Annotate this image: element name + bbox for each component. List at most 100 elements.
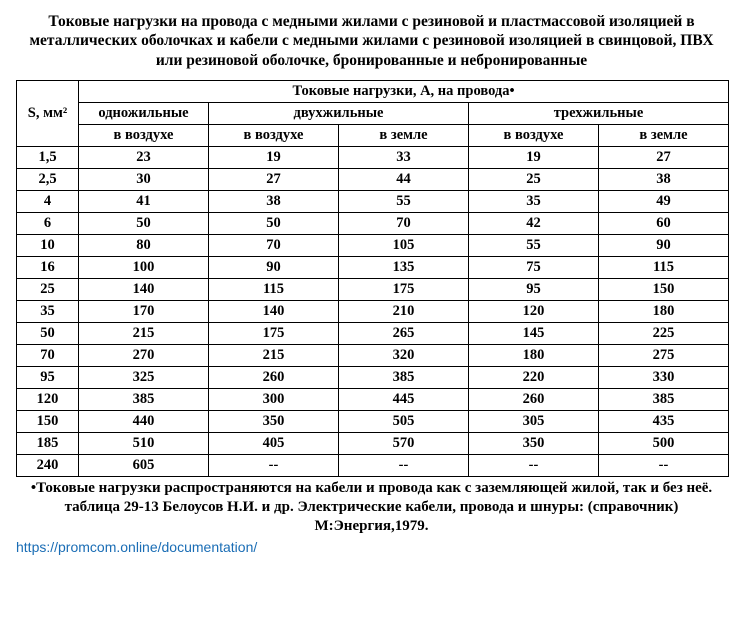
cell-b: 260	[209, 367, 339, 389]
cell-s: 35	[17, 301, 79, 323]
page-title: Токовые нагрузки на провода с медными жи…	[16, 12, 727, 70]
cell-d: 75	[469, 257, 599, 279]
th-single-core: одножильные	[79, 103, 209, 125]
cell-e: 60	[599, 213, 729, 235]
cell-d: 145	[469, 323, 599, 345]
cell-c: 320	[339, 345, 469, 367]
cell-a: 41	[79, 191, 209, 213]
table-row: 120385300445260385	[17, 389, 729, 411]
cell-c: 55	[339, 191, 469, 213]
cell-c: 505	[339, 411, 469, 433]
cell-c: 570	[339, 433, 469, 455]
th-three-air: в воздухе	[469, 125, 599, 147]
cell-e: 180	[599, 301, 729, 323]
cell-b: 27	[209, 169, 339, 191]
table-row: 35170140210120180	[17, 301, 729, 323]
cell-a: 30	[79, 169, 209, 191]
cell-a: 270	[79, 345, 209, 367]
cell-c: 70	[339, 213, 469, 235]
cell-s: 25	[17, 279, 79, 301]
cell-e: --	[599, 455, 729, 477]
cell-b: 115	[209, 279, 339, 301]
cell-s: 120	[17, 389, 79, 411]
th-two-ground: в земле	[339, 125, 469, 147]
cell-e: 435	[599, 411, 729, 433]
cell-d: 35	[469, 191, 599, 213]
cell-c: 210	[339, 301, 469, 323]
cell-a: 510	[79, 433, 209, 455]
th-three-core: трехжильные	[469, 103, 729, 125]
cell-s: 150	[17, 411, 79, 433]
table-row: 44138553549	[17, 191, 729, 213]
th-section: S, мм²	[17, 81, 79, 147]
table-row: 65050704260	[17, 213, 729, 235]
cell-s: 4	[17, 191, 79, 213]
cell-d: 95	[469, 279, 599, 301]
cell-c: 44	[339, 169, 469, 191]
current-load-table: S, мм² Токовые нагрузки, А, на провода• …	[16, 80, 729, 477]
table-row: 1080701055590	[17, 235, 729, 257]
cell-d: 19	[469, 147, 599, 169]
cell-e: 90	[599, 235, 729, 257]
table-row: 95325260385220330	[17, 367, 729, 389]
cell-s: 1,5	[17, 147, 79, 169]
cell-e: 330	[599, 367, 729, 389]
cell-e: 225	[599, 323, 729, 345]
cell-s: 2,5	[17, 169, 79, 191]
cell-s: 95	[17, 367, 79, 389]
cell-d: 260	[469, 389, 599, 411]
th-two-core: двухжильные	[209, 103, 469, 125]
cell-b: 350	[209, 411, 339, 433]
table-row: 150440350505305435	[17, 411, 729, 433]
cell-e: 385	[599, 389, 729, 411]
cell-e: 150	[599, 279, 729, 301]
cell-d: 180	[469, 345, 599, 367]
cell-b: 300	[209, 389, 339, 411]
cell-c: 265	[339, 323, 469, 345]
cell-a: 23	[79, 147, 209, 169]
footnote: •Токовые нагрузки распространяются на ка…	[16, 479, 727, 498]
cell-b: 215	[209, 345, 339, 367]
table-row: 2,53027442538	[17, 169, 729, 191]
cell-s: 16	[17, 257, 79, 279]
cell-c: --	[339, 455, 469, 477]
cell-a: 80	[79, 235, 209, 257]
cell-a: 605	[79, 455, 209, 477]
cell-e: 500	[599, 433, 729, 455]
source-citation: таблица 29-13 Белоусов Н.И. и др. Электр…	[16, 498, 727, 536]
table-row: 2514011517595150	[17, 279, 729, 301]
cell-c: 135	[339, 257, 469, 279]
cell-b: 175	[209, 323, 339, 345]
cell-d: --	[469, 455, 599, 477]
table-row: 161009013575115	[17, 257, 729, 279]
cell-b: 19	[209, 147, 339, 169]
table-row: 1,52319331927	[17, 147, 729, 169]
table-row: 185510405570350500	[17, 433, 729, 455]
cell-s: 10	[17, 235, 79, 257]
cell-e: 27	[599, 147, 729, 169]
cell-e: 38	[599, 169, 729, 191]
cell-c: 385	[339, 367, 469, 389]
cell-s: 185	[17, 433, 79, 455]
cell-a: 215	[79, 323, 209, 345]
table-row: 70270215320180275	[17, 345, 729, 367]
th-two-air: в воздухе	[209, 125, 339, 147]
cell-a: 140	[79, 279, 209, 301]
th-three-ground: в земле	[599, 125, 729, 147]
cell-d: 25	[469, 169, 599, 191]
cell-b: 70	[209, 235, 339, 257]
source-link[interactable]: https://promcom.online/documentation/	[16, 539, 727, 555]
cell-a: 100	[79, 257, 209, 279]
table-body: 1,523193319272,5302744253844138553549650…	[17, 147, 729, 477]
cell-d: 305	[469, 411, 599, 433]
cell-d: 120	[469, 301, 599, 323]
th-group: Токовые нагрузки, А, на провода•	[79, 81, 729, 103]
cell-d: 42	[469, 213, 599, 235]
cell-b: 90	[209, 257, 339, 279]
cell-c: 445	[339, 389, 469, 411]
cell-c: 105	[339, 235, 469, 257]
cell-a: 170	[79, 301, 209, 323]
cell-d: 350	[469, 433, 599, 455]
cell-e: 49	[599, 191, 729, 213]
cell-d: 55	[469, 235, 599, 257]
